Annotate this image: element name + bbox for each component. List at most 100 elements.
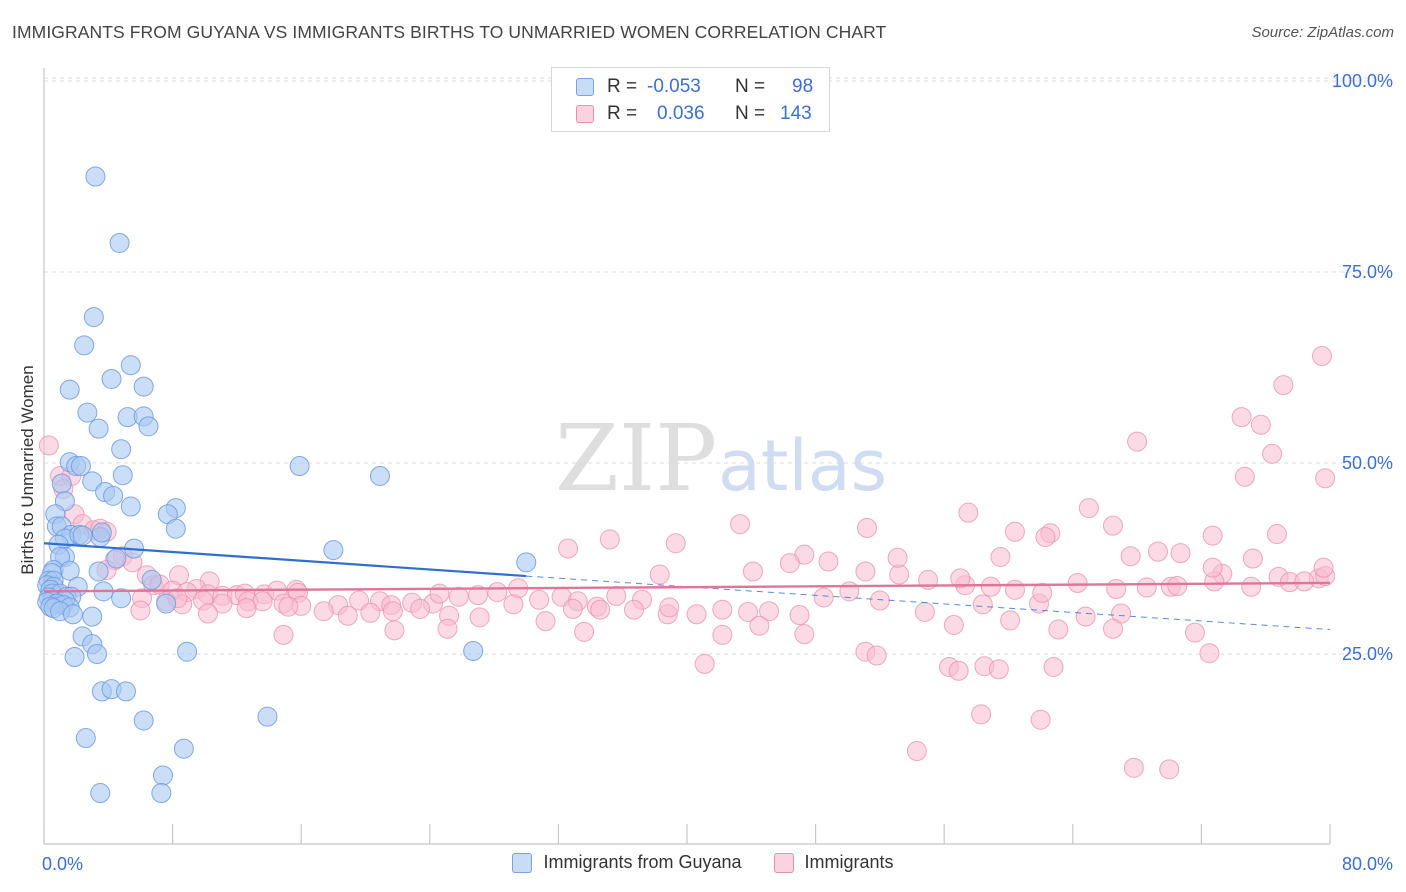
data-point-immigrants [1294, 571, 1315, 592]
data-point-immigrants [686, 604, 707, 625]
data-point-immigrants [382, 601, 403, 622]
data-point-immigrants [1202, 525, 1223, 546]
data-point-immigrants [972, 594, 993, 615]
chart-title: IMMIGRANTS FROM GUYANA VS IMMIGRANTS BIR… [12, 22, 887, 42]
data-point-immigrants [813, 587, 834, 608]
data-point-guyana [106, 548, 127, 569]
legend-swatch-guyana [576, 78, 594, 96]
data-point-immigrants [410, 598, 431, 619]
data-point-guyana [156, 593, 177, 614]
data-point-immigrants [948, 660, 969, 681]
data-point-guyana [70, 456, 91, 477]
data-point-guyana [90, 783, 111, 804]
data-point-immigrants [313, 601, 334, 622]
data-point-immigrants [990, 546, 1011, 567]
data-point-guyana [111, 588, 132, 609]
data-point-immigrants [1035, 527, 1056, 548]
legend-r-value: -0.053 [647, 76, 701, 97]
data-point-immigrants [1102, 618, 1123, 639]
data-point-immigrants [1184, 622, 1205, 643]
data-point-immigrants [606, 585, 627, 606]
data-point-immigrants [866, 645, 887, 666]
data-point-guyana [289, 456, 310, 477]
data-point-guyana [133, 710, 154, 731]
data-point-immigrants [448, 586, 469, 607]
data-point-immigrants [1266, 524, 1287, 545]
data-point-guyana [75, 728, 96, 749]
legend-r-label: R = [607, 103, 638, 124]
data-point-immigrants [1242, 548, 1263, 569]
data-point-immigrants [1313, 557, 1334, 578]
axes [43, 68, 1331, 845]
watermark-atlas: atlas [718, 425, 887, 507]
data-point-immigrants [971, 704, 992, 725]
data-point-guyana [257, 706, 278, 727]
data-point-guyana [141, 569, 162, 590]
series-legend: Immigrants from Guyana Immigrants [0, 852, 1406, 873]
data-point-immigrants [1004, 579, 1025, 600]
data-point-immigrants [749, 615, 770, 636]
tick-labels: 25.0% 50.0% 75.0% 100.0% 0.0% 80.0% [42, 71, 1393, 874]
data-point-immigrants [1311, 346, 1332, 367]
data-point-immigrants [659, 597, 680, 618]
legend-r-label: R = [607, 76, 638, 97]
y-tick-label: 75.0% [1342, 262, 1393, 282]
legend-label-immigrants: Immigrants [804, 852, 894, 872]
data-point-immigrants [1159, 759, 1180, 780]
legend-n-value: 98 [792, 76, 814, 97]
data-point-guyana [152, 765, 173, 786]
legend-row-guyana: R = -0.053 N = 98 [576, 74, 813, 100]
data-point-immigrants [558, 538, 579, 559]
legend-swatch-immigrants [773, 852, 794, 873]
data-point-immigrants [1067, 572, 1088, 593]
data-point-immigrants [130, 600, 151, 621]
x-tick-label: 80.0% [1342, 854, 1393, 874]
data-point-guyana [173, 738, 194, 759]
legend-n-value: 143 [780, 103, 812, 124]
data-point-immigrants [857, 517, 878, 538]
data-point-guyana [88, 561, 109, 582]
data-point-guyana [72, 525, 93, 546]
legend-item-guyana[interactable]: Immigrants from Guyana [512, 852, 742, 873]
data-point-immigrants [649, 564, 670, 585]
data-point-immigrants [590, 599, 611, 620]
data-point-immigrants [1106, 579, 1127, 600]
watermark-zip: ZIP [555, 405, 717, 512]
data-point-guyana [87, 644, 108, 664]
data-point-immigrants [789, 605, 810, 626]
data-point-guyana [120, 496, 141, 517]
data-point-immigrants [906, 741, 927, 762]
y-tick-label: 50.0% [1342, 453, 1393, 473]
data-point-immigrants [1273, 375, 1294, 396]
data-point-immigrants [1231, 407, 1252, 428]
data-point-immigrants [855, 561, 876, 582]
data-point-immigrants [889, 564, 910, 585]
legend-n-label: N = [735, 76, 766, 97]
data-point-immigrants [384, 620, 405, 641]
data-point-immigrants [1048, 619, 1069, 640]
data-point-immigrants [943, 614, 964, 635]
data-point-guyana [88, 418, 109, 439]
data-point-guyana [112, 465, 133, 486]
trend-line-immigrants [43, 581, 1331, 593]
data-point-immigrants [1043, 656, 1064, 677]
data-point-guyana [51, 473, 72, 494]
data-point-immigrants [1147, 541, 1168, 562]
legend-item-immigrants[interactable]: Immigrants [773, 852, 894, 873]
data-point-guyana [463, 640, 484, 661]
data-point-guyana [85, 166, 106, 187]
data-point-immigrants [1004, 521, 1025, 542]
source-label: Source: ZipAtlas.com [1251, 24, 1394, 41]
legend-r-value: 0.036 [657, 103, 705, 124]
data-point-immigrants [337, 605, 358, 626]
data-point-guyana [109, 232, 130, 253]
data-point-immigrants [1315, 468, 1336, 489]
data-point-immigrants [273, 624, 294, 645]
legend-label-guyana: Immigrants from Guyana [543, 852, 742, 872]
data-point-immigrants [712, 599, 733, 620]
data-point-guyana [111, 439, 132, 460]
data-point-immigrants [1136, 577, 1157, 598]
data-point-immigrants [1075, 606, 1096, 627]
data-point-guyana [64, 647, 85, 668]
